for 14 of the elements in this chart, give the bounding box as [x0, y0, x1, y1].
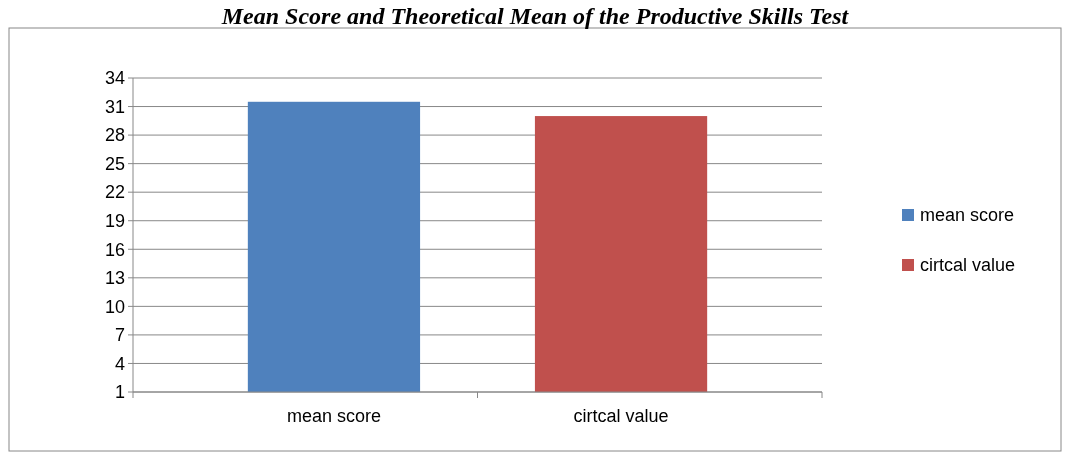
y-tick-label: 1: [114, 382, 125, 403]
y-tick-label: 22: [104, 182, 125, 203]
y-tick-label: 31: [104, 96, 125, 117]
y-tick-label: 13: [104, 268, 125, 289]
y-tick-label: 19: [104, 211, 125, 232]
legend-label: cirtcal value: [920, 255, 1016, 276]
y-tick-label: 28: [104, 125, 125, 146]
y-tick-label: 7: [114, 325, 125, 346]
y-tick-label: 25: [104, 153, 125, 174]
y-tick-label: 16: [104, 239, 125, 260]
legend-label: mean score: [920, 205, 1015, 226]
y-tick-label: 10: [104, 296, 125, 317]
y-tick-label: 34: [104, 68, 125, 89]
y-tick-label: 4: [114, 353, 125, 374]
